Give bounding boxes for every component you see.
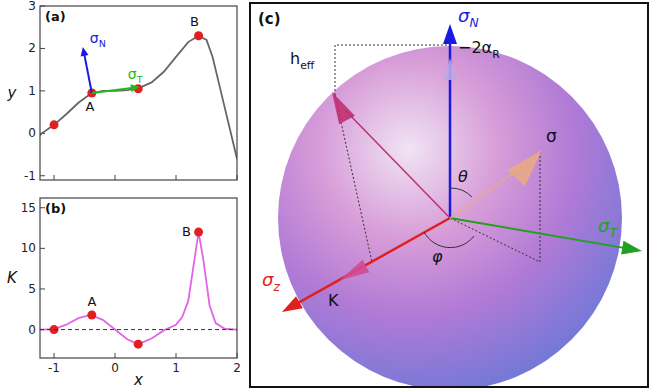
x-axis-title: x xyxy=(133,371,143,389)
angle-label: θ xyxy=(458,167,468,186)
x-tick-label: -1 xyxy=(48,361,60,375)
symbol-base: σ xyxy=(262,269,274,290)
y-tick xyxy=(40,48,45,49)
y-tick xyxy=(40,175,45,176)
annotation: A xyxy=(85,99,94,114)
diagram: σNσTσzheffσK−2αRθφ(c) xyxy=(250,3,648,390)
y-tick-label: 2 xyxy=(28,41,36,55)
y-tick-label: -1 xyxy=(24,169,36,183)
point xyxy=(50,120,59,129)
y-tick-label: 15 xyxy=(21,201,36,215)
projection-cone xyxy=(444,58,456,80)
symbol-sub: N xyxy=(99,38,106,49)
axis-z-head xyxy=(282,296,303,312)
projection-line xyxy=(335,95,450,262)
arrowhead xyxy=(130,84,139,92)
panel-label: (b) xyxy=(45,201,66,216)
panel-label: (a) xyxy=(45,9,66,24)
point xyxy=(194,228,203,237)
axis-z xyxy=(294,218,450,305)
projection-line xyxy=(335,45,450,95)
x-tick-label: 2 xyxy=(233,361,241,375)
line xyxy=(40,329,237,330)
x-tick xyxy=(176,175,177,180)
y-axis-title: K xyxy=(7,269,18,287)
h-eff-cone xyxy=(332,92,355,124)
y-tick-label: 5 xyxy=(28,282,36,296)
symbol-label: σN xyxy=(90,30,106,49)
arrowhead xyxy=(81,47,89,57)
frame xyxy=(40,6,237,180)
annotation: B xyxy=(182,224,191,239)
sigma-cone xyxy=(507,150,542,186)
symbol-label: σT xyxy=(598,215,618,240)
point xyxy=(134,340,143,349)
symbol-label: σ xyxy=(546,126,557,146)
x-tick-label: 1 xyxy=(172,361,180,375)
y-tick-label: 0 xyxy=(28,126,36,140)
symbol-base: σ xyxy=(458,5,470,26)
symbol-label: σT xyxy=(128,66,143,85)
panel-label: (c) xyxy=(258,10,281,28)
vector xyxy=(84,53,92,93)
vector xyxy=(92,88,134,93)
plot-area xyxy=(40,31,237,159)
y-tick-label: 3 xyxy=(28,0,36,13)
annotation: A xyxy=(87,294,96,309)
symbol-label: heff xyxy=(290,49,315,72)
x-tick-label: 0 xyxy=(111,361,119,375)
point xyxy=(87,310,96,319)
symbol-sub: T xyxy=(136,74,143,85)
h-eff-line xyxy=(345,110,450,218)
symbol-label: σz xyxy=(262,269,280,294)
y-tick xyxy=(40,288,45,289)
symbol-sub: R xyxy=(492,48,500,61)
point xyxy=(194,31,203,40)
y-axis-title: y xyxy=(7,84,18,102)
symbol-base: σ xyxy=(90,30,99,46)
symbol-label: −2αR xyxy=(458,38,500,61)
symbol-base: K xyxy=(328,291,339,310)
diagram-frame xyxy=(250,3,648,387)
symbol-label: K xyxy=(328,291,339,310)
x-tick xyxy=(176,353,177,358)
symbol-sub: eff xyxy=(300,59,315,72)
symbol-base: σ xyxy=(598,215,610,236)
phi-arc xyxy=(424,232,474,248)
symbol-sub: T xyxy=(609,226,618,240)
x-tick xyxy=(115,175,116,180)
symbol-label: σN xyxy=(458,5,479,30)
panel: -1 0 1 2 0 5 10 15 A B (b) Kx xyxy=(7,198,241,389)
line xyxy=(40,232,237,344)
k-cone xyxy=(340,260,369,280)
symbol-sub: z xyxy=(272,280,280,294)
symbol-base: −2α xyxy=(458,38,492,57)
y-tick-label: 10 xyxy=(21,241,36,255)
frame xyxy=(40,198,237,358)
x-tick xyxy=(115,353,116,358)
y-tick xyxy=(40,248,45,249)
y-tick-label: 1 xyxy=(28,84,36,98)
theta-arc xyxy=(450,188,472,197)
axis-n-head xyxy=(443,24,457,44)
plot-area xyxy=(40,228,237,349)
symbol-base: h xyxy=(290,49,300,68)
symbol-base: σ xyxy=(128,66,137,82)
y-tick-label: 0 xyxy=(28,323,36,337)
annotation: B xyxy=(190,14,199,29)
x-tick xyxy=(54,175,55,180)
axis-t-head xyxy=(621,241,642,255)
angle-label: φ xyxy=(432,247,443,266)
figure: -10123ABσNσT(a)y-1012051015AB(b)KxσNσTσz… xyxy=(0,0,653,390)
line xyxy=(40,36,237,159)
symbol-sub: N xyxy=(469,16,478,30)
x-tick xyxy=(54,353,55,358)
symbol-base: σ xyxy=(546,126,557,146)
y-tick xyxy=(40,90,45,91)
panel: -10123ABσNσT(a)y xyxy=(7,0,237,183)
